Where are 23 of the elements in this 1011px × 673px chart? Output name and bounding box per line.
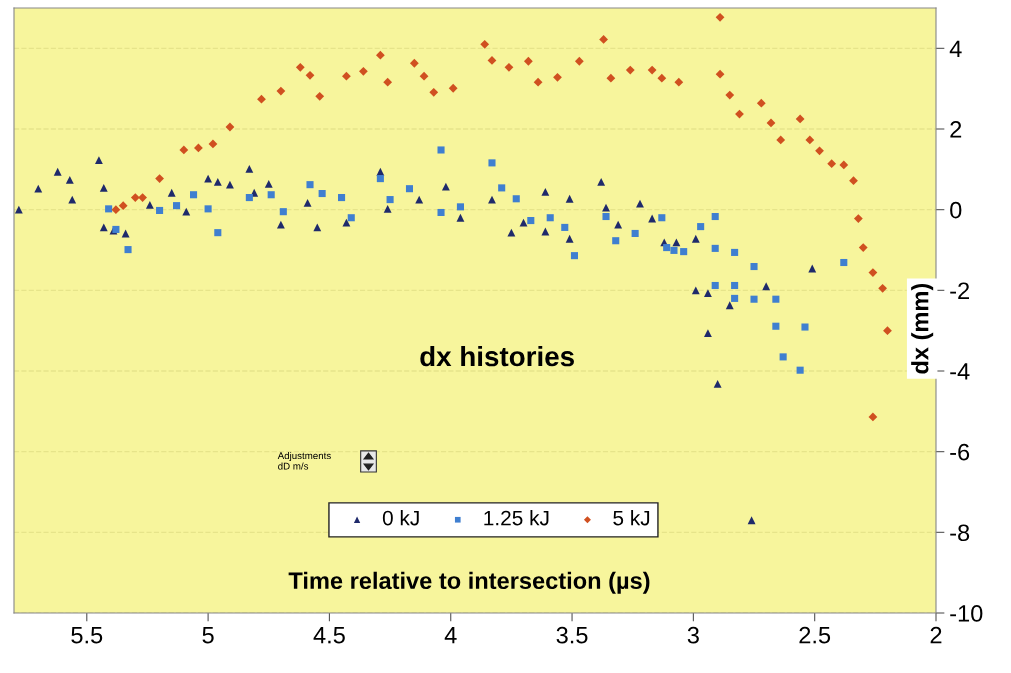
legend-label: 5 kJ <box>613 510 650 526</box>
y-tick-label: -8 <box>950 524 970 542</box>
legend-label: 1.25 kJ <box>484 510 549 526</box>
y-tick-label: 2 <box>950 121 962 138</box>
y-tick-label: -6 <box>950 443 970 461</box>
y-tick-label: 0 <box>950 201 962 219</box>
y-tick-label: -2 <box>950 282 969 299</box>
x-axis-title: Time relative to intersection (µs) <box>288 571 650 594</box>
x-tick-label: 4 <box>444 627 457 644</box>
y-tick-label: -4 <box>950 363 970 380</box>
annotation: Adjustments dD m/s <box>277 451 331 470</box>
text: dx histories <box>420 345 574 367</box>
y-tick-label: -10 <box>950 605 983 622</box>
x-tick-label: 3.5 <box>556 626 588 644</box>
x-tick-label: 5.5 <box>71 627 103 644</box>
x-tick-label: 2.5 <box>799 626 831 644</box>
y-axis-title: dx (mm) <box>911 283 934 374</box>
y-tick-label: 4 <box>949 40 962 57</box>
x-tick-label: 5 <box>202 627 214 644</box>
x-tick-label: 2 <box>930 626 942 644</box>
x-tick-label: 3 <box>687 626 699 644</box>
x-tick-label: 4.5 <box>313 627 345 644</box>
legend-label: 0 kJ <box>382 510 419 526</box>
